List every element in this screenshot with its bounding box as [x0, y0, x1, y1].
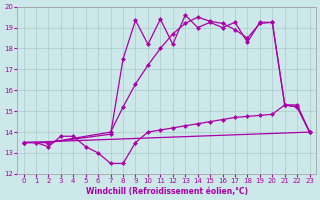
- X-axis label: Windchill (Refroidissement éolien,°C): Windchill (Refroidissement éolien,°C): [85, 187, 248, 196]
